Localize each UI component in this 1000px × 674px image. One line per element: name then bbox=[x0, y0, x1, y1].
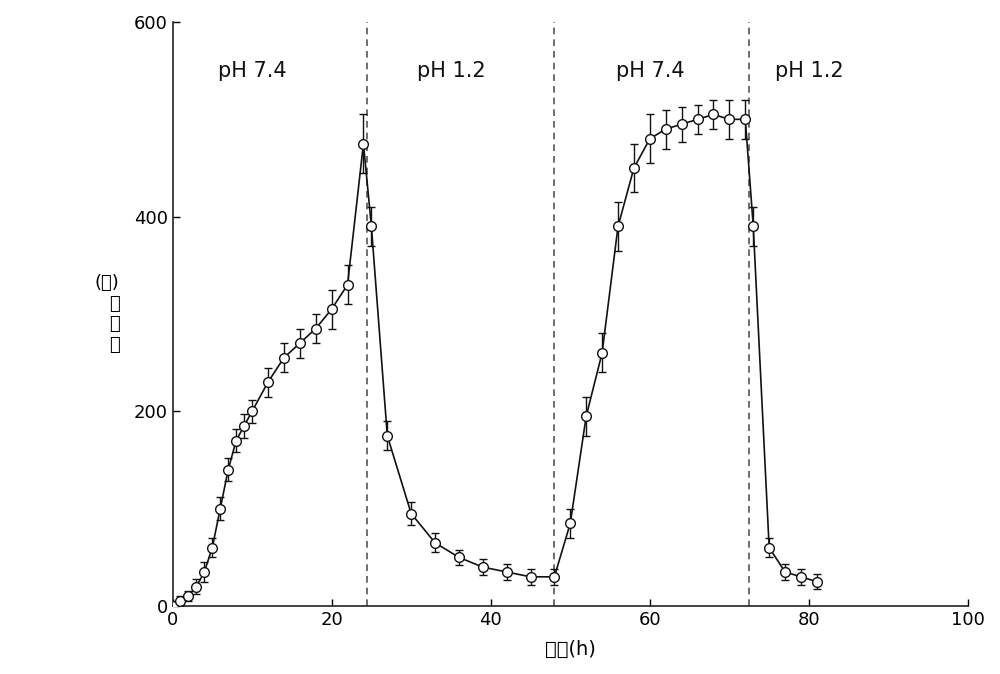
Text: pH 7.4: pH 7.4 bbox=[616, 61, 684, 81]
Text: pH 1.2: pH 1.2 bbox=[775, 61, 843, 81]
Text: pH 1.2: pH 1.2 bbox=[417, 61, 485, 81]
X-axis label: 时间(h): 时间(h) bbox=[545, 640, 596, 659]
Y-axis label: (％)
率
胀
溶: (％) 率 胀 溶 bbox=[95, 274, 120, 355]
Text: pH 7.4: pH 7.4 bbox=[218, 61, 286, 81]
